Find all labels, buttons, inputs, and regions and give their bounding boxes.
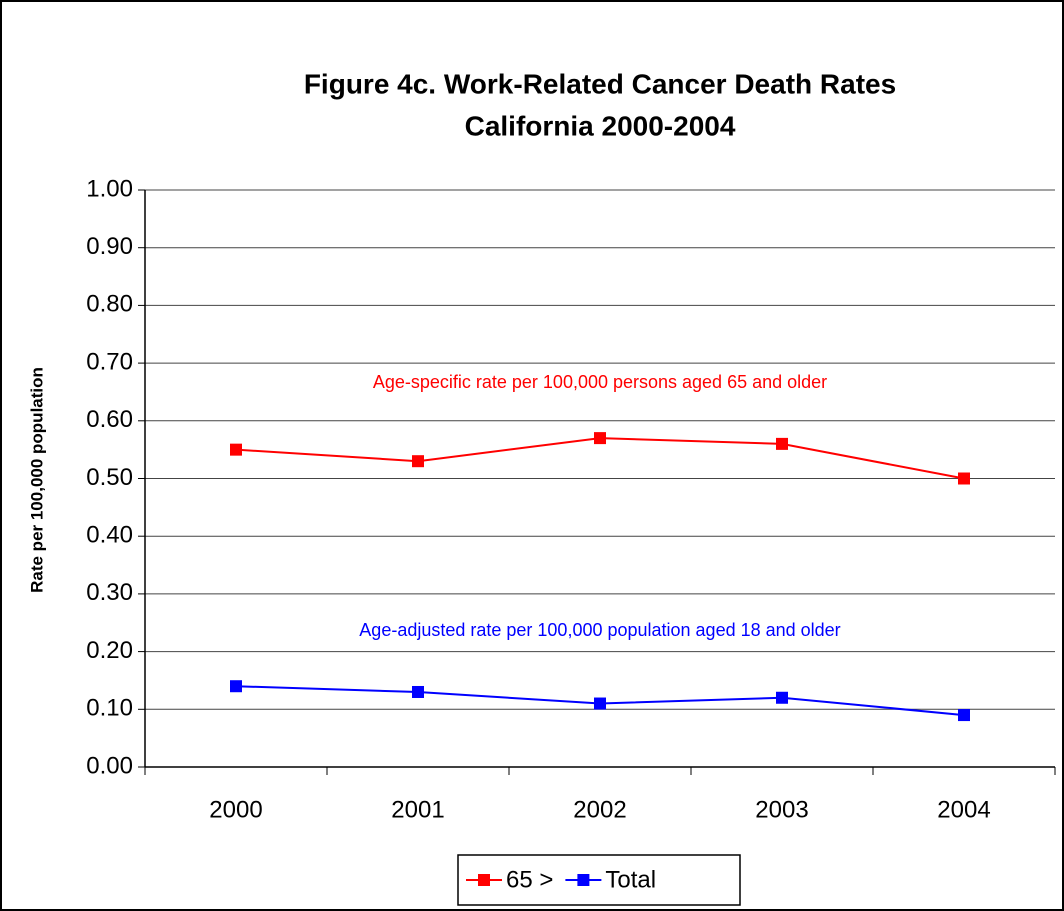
marker xyxy=(594,697,606,710)
marker xyxy=(958,472,970,485)
annotation: Age-specific rate per 100,000 persons ag… xyxy=(373,372,827,392)
marker xyxy=(776,691,788,704)
y-tick-label: 0.40 xyxy=(86,522,133,549)
annotation: Age-adjusted rate per 100,000 population… xyxy=(359,620,840,640)
y-tick-label: 0.00 xyxy=(86,752,133,779)
x-tick-label: 2003 xyxy=(755,796,808,823)
y-tick-label: 0.50 xyxy=(86,464,133,491)
x-tick-label: 2000 xyxy=(209,796,262,823)
x-tick-label: 2004 xyxy=(937,796,990,823)
x-tick-label: 2002 xyxy=(573,796,626,823)
chart-title: California 2000-2004 xyxy=(465,110,736,141)
y-tick-label: 0.70 xyxy=(86,348,133,375)
marker xyxy=(776,437,788,450)
marker xyxy=(230,680,242,693)
y-tick-label: 0.10 xyxy=(86,695,133,722)
y-tick-label: 1.00 xyxy=(86,175,133,202)
marker xyxy=(958,709,970,722)
x-tick-label: 2001 xyxy=(391,796,444,823)
legend-label: 65 > xyxy=(506,866,553,893)
y-tick-label: 0.30 xyxy=(86,579,133,606)
chart-title: Figure 4c. Work-Related Cancer Death Rat… xyxy=(304,68,896,99)
y-axis-label: Rate per 100,000 population xyxy=(27,367,46,593)
marker xyxy=(594,432,606,445)
y-tick-label: 0.60 xyxy=(86,406,133,433)
y-tick-label: 0.90 xyxy=(86,233,133,260)
y-tick-label: 0.80 xyxy=(86,291,133,318)
marker xyxy=(412,685,424,698)
legend-marker xyxy=(577,874,590,886)
legend-marker xyxy=(478,874,490,886)
marker xyxy=(412,455,424,468)
marker xyxy=(230,443,242,456)
legend-label: Total xyxy=(605,866,656,893)
y-tick-label: 0.20 xyxy=(86,637,133,664)
